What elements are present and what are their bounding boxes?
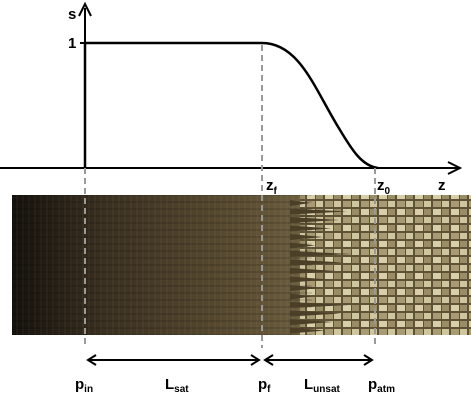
flow-front-spike: [290, 276, 328, 283]
z-label: z0: [377, 177, 391, 197]
flow-front-spike: [290, 285, 320, 291]
flow-front-spike: [290, 319, 333, 325]
length-main: L: [165, 376, 174, 393]
flow-front-spike: [290, 225, 331, 232]
flow-front-spike: [290, 217, 339, 223]
z-main: z: [377, 177, 385, 194]
x-axis-label: z: [438, 177, 446, 194]
point-label: patm: [368, 376, 395, 395]
flow-front-spike: [290, 234, 323, 240]
z-sub: f: [274, 186, 278, 197]
length-sub: unsat: [313, 384, 340, 395]
guides: [84, 45, 376, 348]
length-arrows: [86, 354, 374, 366]
length-label: Lunsat: [304, 376, 341, 395]
flow-front-spike: [290, 259, 344, 266]
length-sub: sat: [174, 384, 189, 395]
z-label: zf: [266, 177, 278, 197]
length-label: Lsat: [165, 376, 189, 395]
flow-front-spike: [290, 268, 336, 274]
point-main: p: [75, 376, 84, 393]
fabric-photo: [12, 195, 471, 335]
flow-front-spike: [290, 302, 349, 308]
point-label: pin: [75, 376, 93, 395]
point-label: pf: [258, 376, 271, 395]
z-sub: 0: [385, 186, 391, 197]
point-main: p: [368, 376, 377, 393]
z-main: z: [266, 177, 274, 194]
y-tick-label: 1: [68, 35, 76, 52]
point-sub: in: [84, 384, 93, 395]
point-sub: f: [267, 384, 271, 395]
y-axis-label: s: [68, 6, 76, 23]
flow-front-spike: [290, 310, 341, 317]
point-main: p: [258, 376, 267, 393]
flow-front-spike: [290, 251, 352, 257]
flow-front-spike: [290, 208, 347, 215]
flow-front-spike: [290, 293, 312, 300]
point-sub: atm: [377, 384, 395, 395]
length-main: L: [304, 376, 313, 393]
axes: [0, 1, 463, 175]
flow-front-spike: [290, 200, 310, 206]
saturation-curve: [83, 41, 379, 170]
flow-front-spike: [290, 242, 315, 249]
flow-front-spike: [290, 327, 325, 334]
